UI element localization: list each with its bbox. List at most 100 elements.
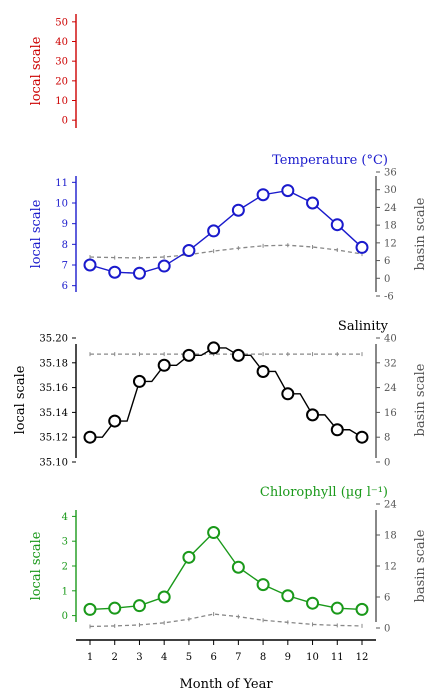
local-point-marker bbox=[281, 184, 295, 198]
local-point-marker bbox=[132, 374, 146, 388]
local-point-marker bbox=[355, 430, 369, 444]
local-point-marker bbox=[157, 259, 171, 273]
x-tick-label: 5 bbox=[186, 652, 192, 663]
left-tick-label: 35.12 bbox=[39, 433, 68, 444]
local-point-marker bbox=[330, 218, 344, 232]
local-point-marker bbox=[306, 196, 320, 210]
basin-scale-line bbox=[89, 613, 363, 628]
local-point-marker bbox=[281, 387, 295, 401]
x-axis-label: Month of Year bbox=[179, 677, 273, 692]
panel-3: 35.10 35.12 35.14 35.16 35.18 35.20 local scal… bbox=[13, 319, 428, 469]
right-tick-label: 36 bbox=[384, 168, 397, 179]
left-tick-label: 9 bbox=[62, 219, 68, 230]
left-tick-label: 35.10 bbox=[39, 458, 68, 469]
right-axis-label: basin scale bbox=[413, 529, 428, 602]
left-tick-label: 35.18 bbox=[39, 358, 68, 369]
right-tick-label: 40 bbox=[384, 334, 397, 345]
local-scale-line bbox=[89, 189, 363, 274]
left-axis-label: local scale bbox=[29, 199, 44, 268]
local-point-marker bbox=[182, 244, 196, 258]
right-tick-label: 18 bbox=[384, 221, 397, 232]
right-tick-label: 6 bbox=[384, 256, 390, 267]
local-point-marker bbox=[256, 578, 270, 592]
panel-2: 6 7 8 9 10 11 local scale -6 0 6 12 18 24 30 36 basin s… bbox=[29, 153, 428, 303]
local-point-marker bbox=[330, 423, 344, 437]
local-point-marker bbox=[83, 258, 97, 272]
left-tick-label: 2 bbox=[62, 562, 68, 573]
right-tick-label: 24 bbox=[384, 500, 397, 511]
panel-title: Temperature (°C) bbox=[272, 153, 388, 168]
right-axis-label: basin scale bbox=[413, 363, 428, 436]
local-point-marker bbox=[132, 599, 146, 613]
local-point-marker bbox=[207, 341, 221, 355]
left-axis-label: local scale bbox=[13, 365, 28, 434]
local-point-marker bbox=[256, 364, 270, 378]
right-tick-label: 0 bbox=[384, 458, 390, 469]
x-tick-label: 2 bbox=[112, 652, 118, 663]
x-tick-label: 4 bbox=[161, 652, 167, 663]
local-point-marker bbox=[355, 240, 369, 254]
left-tick-label: 4 bbox=[62, 512, 68, 523]
left-tick-label: 35.14 bbox=[39, 408, 68, 419]
local-point-marker bbox=[132, 266, 146, 280]
local-point-marker bbox=[157, 590, 171, 604]
left-axis-label: local scale bbox=[29, 36, 44, 105]
local-point-marker bbox=[108, 601, 122, 615]
left-tick-label: 35.20 bbox=[39, 334, 68, 345]
local-point-marker bbox=[182, 348, 196, 362]
left-tick-label: 50 bbox=[55, 17, 68, 28]
local-point-marker bbox=[330, 601, 344, 615]
left-tick-label: 11 bbox=[55, 178, 68, 189]
right-tick-label: 32 bbox=[384, 358, 397, 369]
left-tick-label: 10 bbox=[55, 96, 68, 107]
local-point-marker bbox=[182, 550, 196, 564]
local-point-marker bbox=[83, 602, 97, 616]
left-tick-label: 6 bbox=[62, 281, 68, 292]
panel-1: 0 10 20 30 40 50 local scale bbox=[29, 14, 77, 128]
x-tick-label: 3 bbox=[136, 652, 142, 663]
right-tick-label: 16 bbox=[384, 408, 397, 419]
left-tick-label: 40 bbox=[55, 37, 68, 48]
x-tick-label: 7 bbox=[235, 652, 241, 663]
local-scale-line bbox=[90, 347, 363, 438]
local-point-marker bbox=[231, 203, 245, 217]
right-tick-label: 24 bbox=[384, 203, 397, 214]
local-point-marker bbox=[281, 589, 295, 603]
local-scale-line bbox=[89, 531, 363, 611]
x-tick-label: 1 bbox=[87, 652, 93, 663]
local-point-marker bbox=[83, 430, 97, 444]
right-tick-label: 18 bbox=[384, 531, 397, 542]
x-tick-label: 9 bbox=[285, 652, 291, 663]
panel-title: Salinity bbox=[338, 319, 389, 334]
local-point-marker bbox=[207, 224, 221, 238]
local-point-marker bbox=[306, 408, 320, 422]
left-tick-label: 1 bbox=[62, 586, 68, 597]
local-point-marker bbox=[306, 596, 320, 610]
local-point-marker bbox=[355, 602, 369, 616]
right-tick-label: 6 bbox=[384, 593, 390, 604]
left-tick-label: 10 bbox=[55, 199, 68, 210]
x-tick-label: 8 bbox=[260, 652, 266, 663]
right-tick-label: 8 bbox=[384, 433, 390, 444]
local-point-marker bbox=[256, 188, 270, 202]
left-tick-label: 3 bbox=[62, 537, 68, 548]
left-tick-label: 0 bbox=[62, 611, 68, 622]
left-tick-label: 0 bbox=[62, 116, 68, 127]
local-point-marker bbox=[157, 358, 171, 372]
right-tick-label: 30 bbox=[384, 185, 397, 196]
x-tick-label: 11 bbox=[331, 652, 344, 663]
left-tick-label: 20 bbox=[55, 76, 68, 87]
right-tick-label: 24 bbox=[384, 383, 397, 394]
local-point-marker bbox=[108, 265, 122, 279]
right-tick-label: 0 bbox=[384, 274, 390, 285]
x-tick-label: 6 bbox=[210, 652, 216, 663]
left-tick-label: 35.16 bbox=[39, 383, 68, 394]
right-tick-label: 12 bbox=[384, 562, 397, 573]
local-point-marker bbox=[207, 526, 221, 540]
right-tick-label: -6 bbox=[384, 292, 394, 303]
panel-title: Chlorophyll (µg l⁻¹) bbox=[260, 485, 388, 500]
local-point-marker bbox=[231, 560, 245, 574]
